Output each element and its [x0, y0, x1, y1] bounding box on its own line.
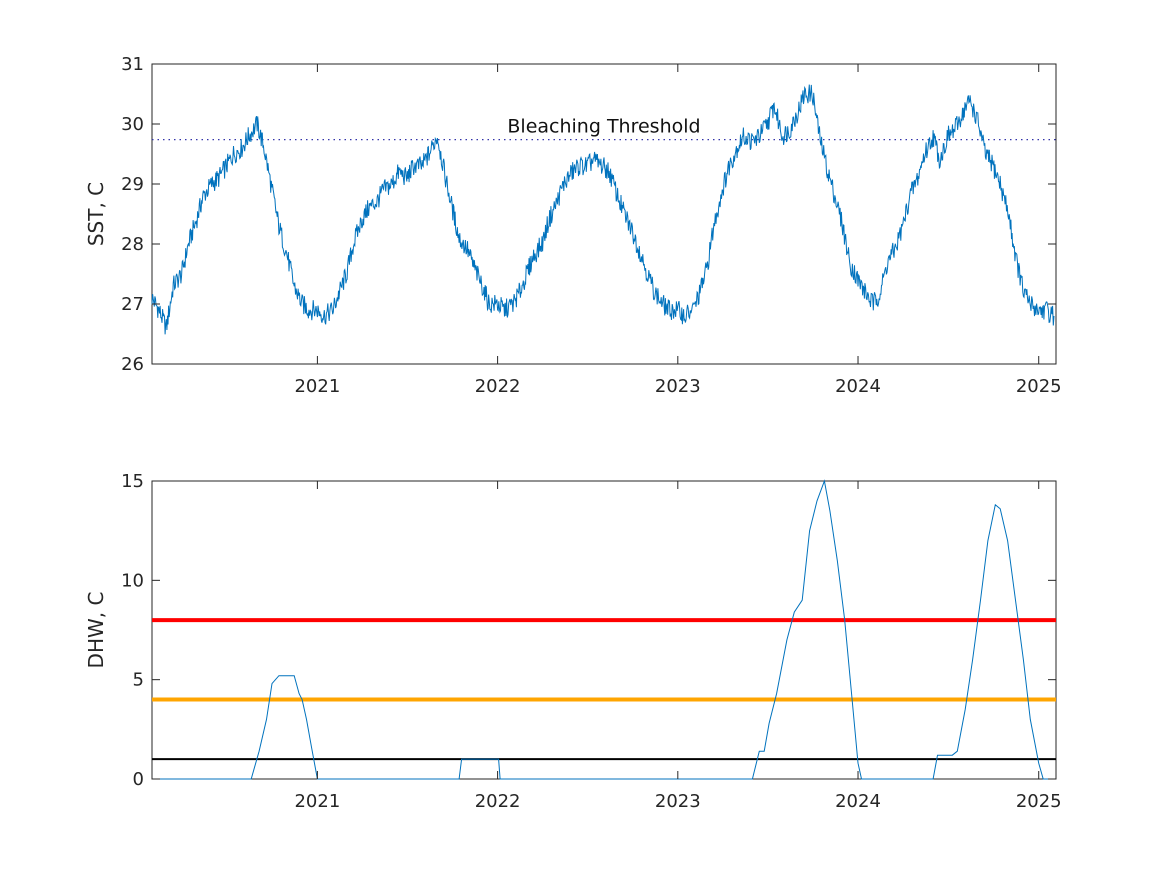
sst-y-axis-label: SST, C [84, 182, 108, 246]
x-tick-label: 2021 [294, 791, 340, 812]
y-tick-label: 26 [121, 354, 144, 375]
series-line [151, 84, 1055, 335]
sst-plot-area: 2021 2022 2023 2024 2025 26 27 28 29 30 31 [121, 54, 1062, 397]
y-tick-label: 10 [121, 570, 144, 591]
sst-panel: 2021 2022 2023 2024 2025 26 27 28 29 30 31 Bleachi… [84, 54, 1062, 397]
y-tick-label: 30 [121, 114, 144, 135]
y-tick-label: 29 [121, 174, 144, 195]
y-tick-label: 27 [121, 294, 144, 315]
x-tick-label: 2022 [475, 376, 521, 397]
bleaching-threshold-label: Bleaching Threshold [507, 116, 700, 138]
x-tick-label: 2023 [655, 376, 701, 397]
x-tick-label: 2024 [835, 376, 881, 397]
y-tick-label: 0 [133, 769, 144, 790]
dhw-y-axis-label: DHW, C [84, 592, 108, 669]
x-tick-label: 2022 [475, 791, 521, 812]
x-tick-label: 2025 [1016, 376, 1062, 397]
series-line [152, 479, 1054, 780]
x-tick-label: 2025 [1016, 791, 1062, 812]
axes-box [151, 63, 1057, 365]
x-tick-label: 2023 [655, 791, 701, 812]
y-tick-label: 28 [121, 234, 144, 255]
dhw-panel: 2021 2022 2023 2024 2025 0 5 10 15 DHW, C [84, 471, 1062, 812]
y-tick-label: 15 [121, 471, 144, 492]
dhw-plot-area: 2021 2022 2023 2024 2025 0 5 10 15 [121, 471, 1062, 812]
y-tick-label: 5 [133, 670, 144, 691]
x-tick-label: 2021 [294, 376, 340, 397]
x-tick-label: 2024 [835, 791, 881, 812]
y-tick-label: 31 [121, 54, 144, 75]
